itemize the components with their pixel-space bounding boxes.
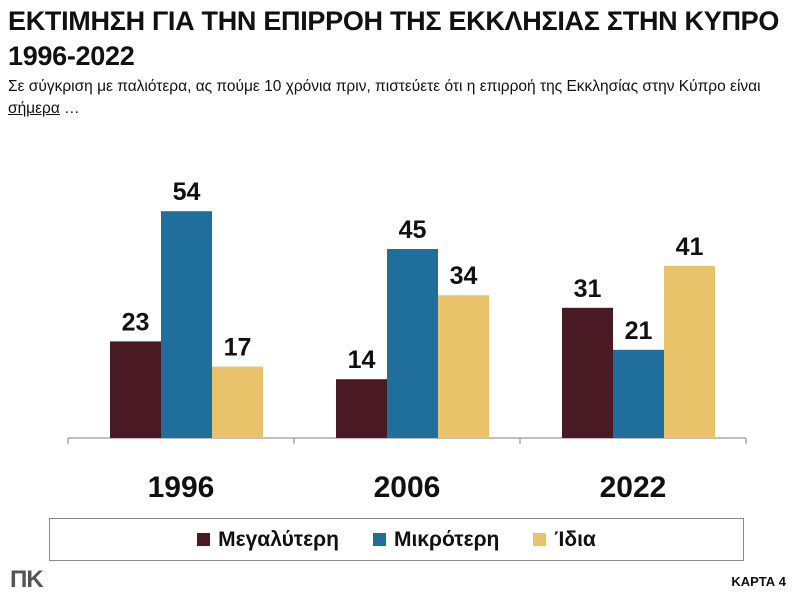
bar: [387, 249, 438, 438]
bar: [212, 366, 263, 438]
chart-title: ΕΚΤΙΜΗΣΗ ΓΙΑ ΤΗΝ ΕΠΙΡΡΟΗ ΤΗΣ ΕΚΚΛΗΣΙΑΣ Σ…: [8, 6, 780, 71]
bar: [110, 341, 161, 438]
x-tick-label: 1996: [148, 471, 215, 504]
card-label: ΚΑΡΤΑ 4: [731, 574, 786, 589]
chart-subtitle: Σε σύγκριση με παλιότερα, ας πούμε 10 χρ…: [8, 76, 792, 120]
bar-value-label: 31: [574, 275, 602, 303]
legend-swatch-bigger: [197, 533, 211, 546]
bar: [336, 379, 387, 438]
bar-value-label: 54: [173, 178, 201, 206]
subtitle-text: Σε σύγκριση με παλιότερα, ας πούμε 10 χρ…: [8, 78, 761, 95]
subtitle-ellipsis: …: [59, 100, 80, 117]
bar-value-label: 17: [224, 334, 252, 362]
bar-value-label: 45: [399, 216, 427, 244]
legend-label-bigger: Μεγαλύτερη: [218, 527, 339, 551]
bar-value-label: 34: [450, 262, 478, 290]
legend-swatch-smaller: [372, 533, 386, 546]
legend-item-bigger: Μεγαλύτερη: [197, 528, 339, 552]
legend-item-same: Ίδια: [533, 527, 596, 552]
bar: [161, 211, 212, 438]
subtitle-emphasis: σήμερα: [8, 100, 60, 117]
rik-logo: ΠΚ: [10, 566, 44, 593]
bar: [438, 295, 489, 438]
bar-value-label: 23: [122, 308, 150, 336]
bar: [664, 265, 715, 438]
bar: [613, 349, 664, 438]
bar-value-label: 21: [625, 317, 653, 345]
legend-swatch-same: [533, 533, 547, 546]
legend-label-same: Ίδια: [554, 527, 596, 551]
bar-value-label: 14: [348, 346, 376, 374]
x-tick-label: 2006: [374, 471, 441, 504]
legend-label-smaller: Μικρότερη: [393, 527, 500, 551]
legend: Μεγαλύτερη Μικρότερη Ίδια: [49, 518, 744, 561]
x-tick-label: 2022: [600, 471, 667, 504]
bar-value-label: 41: [676, 233, 704, 261]
legend-item-smaller: Μικρότερη: [372, 527, 500, 552]
bar: [562, 307, 613, 438]
